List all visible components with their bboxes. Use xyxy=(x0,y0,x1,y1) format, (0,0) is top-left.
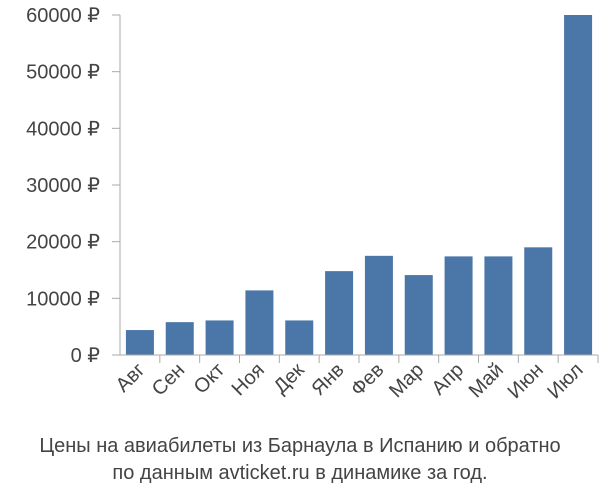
x-tick-label: Окт xyxy=(190,359,229,398)
y-tick-label: 40000 ₽ xyxy=(26,118,100,140)
y-tick-label: 0 ₽ xyxy=(71,345,101,367)
y-tick-label: 50000 ₽ xyxy=(26,62,100,84)
y-tick-label: 20000 ₽ xyxy=(26,232,100,254)
y-tick-label: 10000 ₽ xyxy=(26,288,100,310)
x-tick-label: Дек xyxy=(270,359,309,398)
x-tick-label: Мар xyxy=(385,359,428,402)
y-tick-label: 60000 ₽ xyxy=(26,5,100,27)
bar xyxy=(325,271,354,355)
chart-caption-line-2: по данным avticket.ru в динамике за год. xyxy=(112,462,488,484)
bar xyxy=(125,330,154,355)
chart-caption-line-1: Цены на авиабилеты из Барнаула в Испанию… xyxy=(39,435,561,457)
bar xyxy=(564,15,593,355)
x-tick-label: Июн xyxy=(504,359,548,403)
x-tick-label: Май xyxy=(465,359,508,402)
bar xyxy=(364,255,393,355)
x-tick-label: Янв xyxy=(308,359,349,400)
x-tick-label: Сен xyxy=(148,359,189,400)
bar xyxy=(444,256,473,355)
y-tick-label: 30000 ₽ xyxy=(26,175,100,197)
bar xyxy=(404,275,433,355)
x-tick-label: Июл xyxy=(543,359,587,403)
bar xyxy=(245,290,274,355)
y-axis: 0 ₽ 10000 ₽ 20000 ₽ 30000 ₽ 40000 ₽ 50000 ₽ 60… xyxy=(26,5,121,367)
bar xyxy=(524,247,553,355)
bar xyxy=(205,320,234,355)
x-tick-label: Ноя xyxy=(228,359,269,400)
bar-chart: 0 ₽ 10000 ₽ 20000 ₽ 30000 ₽ 40000 ₽ 50000 ₽ 60… xyxy=(26,5,599,403)
x-tick-label: Апр xyxy=(428,359,469,400)
bars xyxy=(125,15,593,355)
bar xyxy=(285,320,314,355)
x-tick-label: Фев xyxy=(347,359,389,401)
bar xyxy=(484,256,513,355)
bar xyxy=(165,322,194,355)
x-tick-label: Авг xyxy=(112,359,150,397)
